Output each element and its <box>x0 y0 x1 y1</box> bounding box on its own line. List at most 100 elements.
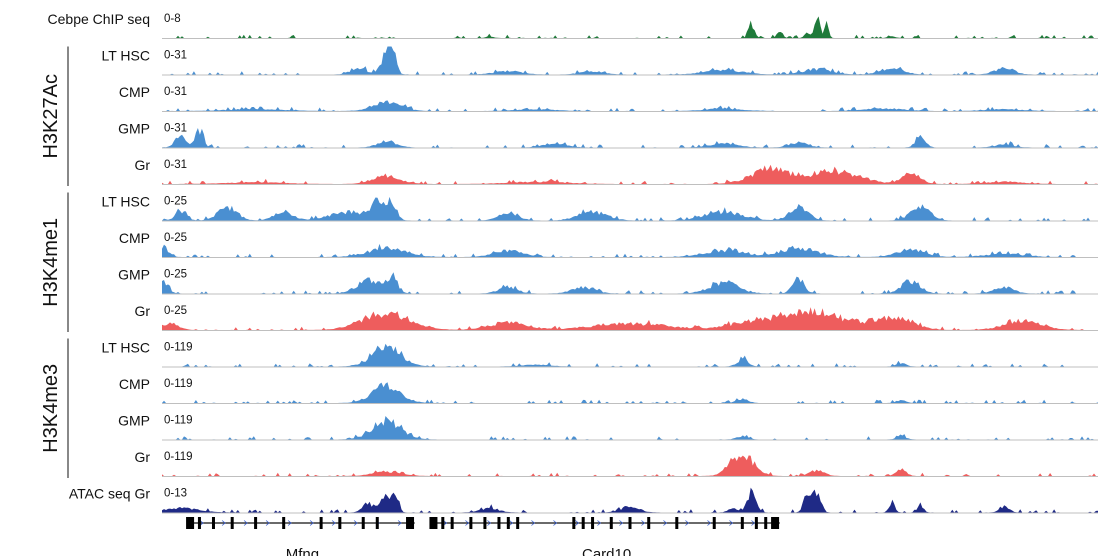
signal-area <box>162 196 1098 221</box>
signal-area <box>162 343 1098 367</box>
group-label: H3K4me3 <box>40 364 62 453</box>
gene-exon <box>591 517 595 529</box>
gene-exon <box>572 517 576 529</box>
gene-strand-arrow <box>553 520 558 526</box>
gene-exon <box>361 517 365 529</box>
track-range-label: 0-31 <box>164 86 187 98</box>
gene-exon <box>319 517 323 529</box>
signal-area <box>162 455 1098 476</box>
gene-strand-arrow <box>243 520 248 526</box>
track-4-h3k27ac-gr: 0-31 Gr <box>134 157 1098 185</box>
gene-strand-arrow <box>309 520 314 526</box>
gene-exon <box>712 517 716 529</box>
signal-area <box>162 307 1098 330</box>
track-name-label: Gr <box>134 157 150 173</box>
gene-strand-arrow <box>397 520 402 526</box>
gene-strand-arrow <box>265 520 270 526</box>
track-range-label: 0-25 <box>164 232 187 244</box>
gene-exon <box>338 517 342 529</box>
group-h3k27ac: H3K27Ac <box>40 46 69 186</box>
track-name-label: GMP <box>118 413 150 429</box>
track-name-label: CMP <box>119 84 150 100</box>
gene-exon <box>675 517 679 529</box>
gene-strand-arrow <box>443 520 448 526</box>
group-label: H3K4me1 <box>40 218 62 307</box>
gene-exon <box>254 517 258 529</box>
gene-strand-arrow <box>641 520 646 526</box>
track-name-label: Gr <box>134 303 150 319</box>
gene-exon <box>406 517 415 529</box>
gene-exon <box>771 517 780 529</box>
gene-exon <box>497 517 501 529</box>
group-h3k4me1: H3K4me1 <box>40 192 69 332</box>
track-name-label: CMP <box>119 230 150 246</box>
gene-card10: Card10 <box>429 517 780 556</box>
track-range-label: 0-25 <box>164 269 187 281</box>
track-range-label: 0-25 <box>164 196 187 208</box>
gene-strand-arrow <box>531 520 536 526</box>
track-6-h3k4me1-cmp: 0-25 CMP <box>119 230 1098 258</box>
gene-exon <box>197 517 201 529</box>
gene-strand-arrow <box>729 520 734 526</box>
gene-strand-arrow <box>465 520 470 526</box>
gene-exon <box>429 517 438 529</box>
gene-strand-arrow <box>619 520 624 526</box>
track-7-h3k4me1-gmp: 0-25 GMP <box>118 267 1098 295</box>
gene-strand-arrow <box>685 520 690 526</box>
gene-strand-arrow <box>287 520 292 526</box>
signal-area <box>162 243 1098 257</box>
gene-strand-arrow <box>707 520 712 526</box>
gene-exon <box>647 517 651 529</box>
gene-exon <box>230 517 234 529</box>
track-8-h3k4me1-gr: 0-25 Gr <box>134 303 1098 331</box>
track-0-cebpe-chip-seq: 0-8 Cebpe ChIP seq <box>48 11 1098 39</box>
signal-area <box>162 416 1098 440</box>
track-range-label: 0-119 <box>164 451 193 463</box>
track-3-h3k27ac-gmp: 0-31 GMP <box>118 121 1098 149</box>
gene-strand-arrow <box>199 520 204 526</box>
gene-exon <box>282 517 286 529</box>
track-name-label: LT HSC <box>102 340 151 356</box>
signal-area <box>162 164 1098 184</box>
group-h3k4me3: H3K4me3 <box>40 338 69 478</box>
gene-exon <box>740 517 744 529</box>
gene-exon <box>764 517 768 529</box>
signal-area <box>162 16 1098 38</box>
track-9-h3k4me3-lt-hsc: 0-119 LT HSC <box>102 340 1098 368</box>
track-name-label: CMP <box>119 376 150 392</box>
track-range-label: 0-31 <box>164 123 187 135</box>
track-name-label: Gr <box>134 449 150 465</box>
track-2-h3k27ac-cmp: 0-31 CMP <box>119 84 1098 112</box>
track-name-label: Cebpe ChIP seq <box>48 11 150 27</box>
gene-exon <box>211 517 215 529</box>
track-range-label: 0-31 <box>164 159 187 171</box>
gene-exon <box>186 517 195 529</box>
group-label: H3K27Ac <box>40 74 62 159</box>
gene-exon <box>441 517 445 529</box>
gene-name-label: Card10 <box>582 546 631 556</box>
signal-area <box>162 46 1098 75</box>
track-5-h3k4me1-lt-hsc: 0-25 LT HSC <box>102 194 1098 222</box>
gene-exon <box>628 517 632 529</box>
track-1-h3k27ac-lt-hsc: 0-31 LT HSC <box>102 46 1098 76</box>
track-range-label: 0-119 <box>164 415 193 427</box>
gene-mfng: Mfng <box>186 517 415 556</box>
gene-name-label: Mfng <box>286 546 319 556</box>
gene-strand-arrow <box>221 520 226 526</box>
track-name-label: GMP <box>118 267 150 283</box>
track-range-label: 0-8 <box>164 13 181 25</box>
gene-strand-arrow <box>509 520 514 526</box>
gene-exon <box>506 517 510 529</box>
signal-area <box>162 100 1098 111</box>
signal-area <box>162 382 1098 403</box>
track-range-label: 0-13 <box>164 488 187 500</box>
gene-strand-arrow <box>331 520 336 526</box>
gene-strand-arrow <box>353 520 358 526</box>
track-range-label: 0-31 <box>164 50 187 62</box>
gene-exon <box>609 517 613 529</box>
track-range-label: 0-119 <box>164 378 193 390</box>
track-13-atac-seq-gr: 0-13 ATAC seq Gr <box>69 486 1098 514</box>
track-range-label: 0-119 <box>164 342 193 354</box>
